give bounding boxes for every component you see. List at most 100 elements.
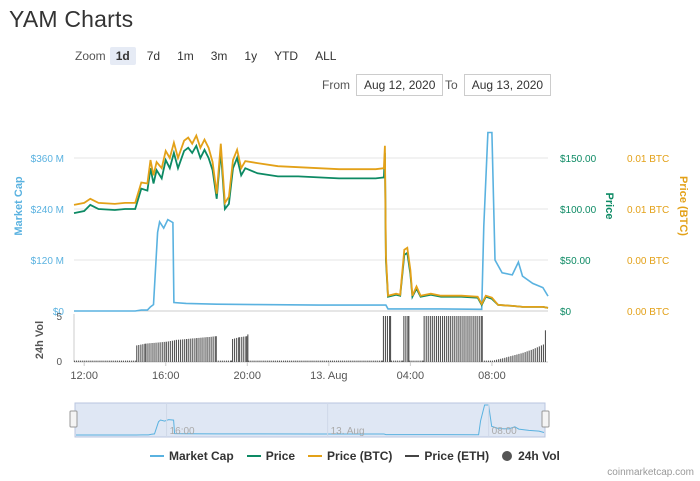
volume-bar — [442, 316, 444, 362]
time-tick-label: 16:00 — [152, 370, 180, 382]
time-tick-label: 08:00 — [478, 370, 506, 382]
navigator-left-handle[interactable] — [69, 410, 78, 428]
price-tick-label: $50.00 — [560, 256, 591, 267]
market-cap-tick-label: $0 — [53, 307, 65, 318]
volume-bar — [409, 360, 411, 362]
volume-bar — [92, 360, 94, 362]
volume-bar — [384, 316, 386, 362]
volume-bar — [542, 344, 544, 362]
volume-bar — [474, 316, 476, 362]
volume-bar — [452, 316, 454, 362]
volume-bar — [241, 336, 243, 362]
volume-bar — [206, 337, 208, 362]
volume-bar — [364, 360, 366, 362]
volume-bar — [131, 360, 133, 362]
zoom-button-ytd[interactable]: YTD — [274, 49, 299, 63]
volume-bar — [487, 360, 489, 362]
volume-bar — [230, 360, 232, 362]
volume-bar — [514, 355, 516, 362]
volume-bar — [437, 316, 439, 362]
volume-bar — [171, 340, 173, 362]
volume-bar — [327, 360, 329, 362]
volume-bar — [149, 343, 151, 362]
volume-bar — [526, 351, 528, 362]
from-date-input[interactable]: Aug 12, 2020 — [356, 74, 444, 96]
volume-bar — [468, 316, 470, 362]
from-range: From Aug 12, 2020 — [322, 74, 444, 96]
volume-bar — [133, 360, 135, 362]
price-btc-swatch — [308, 455, 323, 457]
volume-bar — [250, 360, 252, 362]
volume-bar — [299, 360, 301, 362]
price-swatch — [246, 455, 261, 457]
price-chart[interactable]: $0 $0 0.00 BTC $120 M $50.00 0.00 BTC $240 M $1… — [0, 0, 700, 440]
volume-bar — [78, 360, 80, 362]
navigator-right-handle[interactable] — [541, 410, 550, 428]
legend-price-eth[interactable]: Price (ETH) — [405, 449, 489, 463]
volume-bar — [435, 316, 437, 362]
volume-bar — [254, 360, 256, 362]
zoom-button-1y[interactable]: 1y — [244, 49, 258, 63]
volume-bar — [155, 342, 157, 362]
volume-bar — [502, 358, 504, 362]
volume-bar — [153, 342, 155, 362]
zoom-button-1d[interactable]: 1d — [109, 47, 136, 65]
zoom-button-7d[interactable]: 7d — [146, 49, 161, 63]
volume-bar — [532, 349, 534, 362]
volume-bar — [423, 316, 425, 362]
price-btc-tick-label: 0.01 BTC — [627, 205, 669, 216]
volume-bar — [246, 336, 248, 362]
volume-bar — [421, 360, 423, 362]
volume-bar — [476, 316, 478, 362]
volume-bar — [210, 336, 212, 362]
volume-bar — [544, 330, 546, 362]
volume-bar — [161, 342, 163, 362]
volume-bar — [80, 360, 82, 362]
volume-bar — [188, 338, 190, 362]
to-date-input[interactable]: Aug 13, 2020 — [463, 74, 552, 96]
volume-bar — [323, 360, 325, 362]
volume-bar — [260, 360, 262, 362]
volume-bar — [378, 360, 380, 362]
price-btc-tick-label: 0.00 BTC — [627, 307, 669, 318]
navigator-window — [74, 402, 546, 438]
time-tick-label: 20:00 — [234, 370, 262, 382]
volume-bar — [348, 360, 350, 362]
volume-bar — [287, 360, 289, 362]
from-label: From — [322, 78, 350, 92]
legend-24h-vol[interactable]: 24h Vol — [502, 449, 560, 463]
volume-bar — [215, 336, 217, 362]
volume-bar — [217, 360, 219, 362]
legend-price[interactable]: Price — [246, 449, 295, 463]
price-btc-tick-label: 0.00 BTC — [627, 256, 669, 267]
series-price-line — [73, 143, 549, 309]
volume-bar — [202, 337, 204, 362]
volume-bar — [462, 316, 464, 362]
volume-bar — [182, 339, 184, 362]
volume-bar — [520, 353, 522, 362]
volume-bar — [417, 360, 419, 362]
zoom-button-3m[interactable]: 3m — [210, 49, 228, 63]
price-tick-label: $100.00 — [560, 205, 597, 216]
volume-bar — [120, 360, 122, 362]
volume-bar — [491, 360, 493, 362]
volume-bar — [344, 360, 346, 362]
legend-market-cap[interactable]: Market Cap — [150, 449, 234, 463]
volume-bar — [401, 360, 403, 362]
volume-bar — [439, 316, 441, 362]
zoom-button-all[interactable]: ALL — [315, 49, 337, 63]
zoom-label: Zoom — [75, 49, 106, 63]
volume-bar — [127, 360, 129, 362]
zoom-button-1m[interactable]: 1m — [177, 49, 194, 63]
legend-price-btc[interactable]: Price (BTC) — [308, 449, 392, 463]
volume-bar — [483, 360, 485, 362]
volume-bar — [238, 337, 240, 362]
volume-bar — [307, 360, 309, 362]
volume-bar — [429, 316, 431, 362]
price-tick-label: $150.00 — [560, 154, 597, 165]
volume-bar — [391, 360, 393, 362]
volume-bar — [458, 316, 460, 362]
navigator[interactable]: 16:00 13. Aug 08:00 — [69, 402, 550, 438]
volume-bar — [524, 352, 526, 362]
volume-bar — [270, 360, 272, 362]
